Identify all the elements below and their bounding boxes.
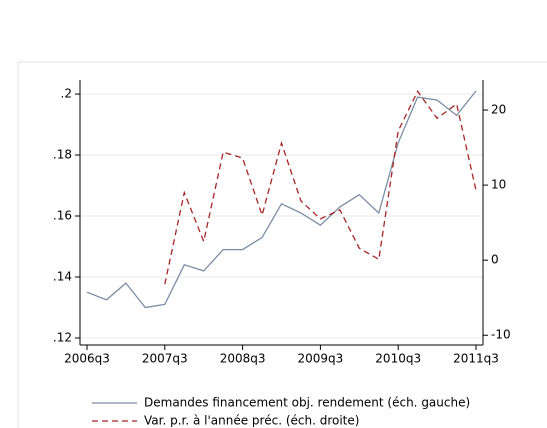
legend-label: Demandes financement obj. rendement (éch… [144, 396, 470, 410]
y-tick-label: .16 [53, 209, 72, 223]
series-line [164, 90, 477, 285]
y-tick-label: .12 [53, 330, 72, 344]
x-tick-label: 2007q3 [142, 352, 188, 366]
x-tick-label: 2008q3 [220, 352, 266, 366]
x-tick-label: 2010q3 [375, 352, 421, 366]
graph-region [17, 61, 547, 428]
y2-tick-label: -10 [491, 328, 511, 342]
y-tick-label: .2 [61, 87, 72, 101]
y2-tick-label: 20 [491, 103, 506, 117]
x-tick-label: 2006q3 [64, 352, 110, 366]
y-tick-label: .14 [53, 269, 72, 283]
x-tick-label: 2011q3 [453, 352, 499, 366]
legend-label: Var. p.r. à l'année préc. (éch. droite) [144, 414, 359, 428]
y2-tick-label: 0 [491, 253, 499, 267]
y-tick-label: .18 [53, 148, 72, 162]
series-line [86, 90, 477, 309]
y2-tick-label: 10 [491, 178, 506, 192]
x-tick-label: 2009q3 [298, 352, 344, 366]
